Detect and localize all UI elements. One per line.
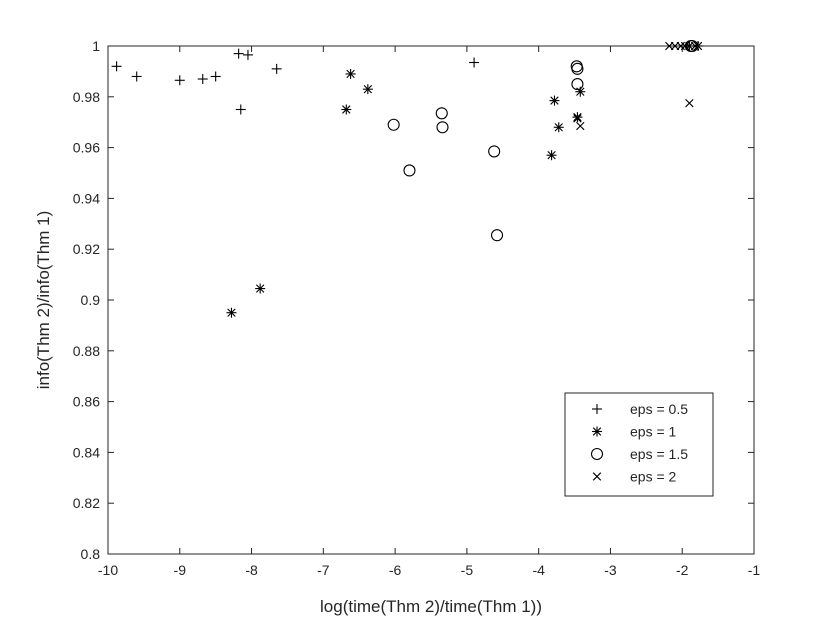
data-point <box>255 283 266 294</box>
y-tick-label: 0.8 <box>81 546 101 562</box>
legend-item: eps = 1.5 <box>590 446 688 462</box>
x-tick-label: -6 <box>389 562 402 578</box>
data-point <box>553 122 564 133</box>
y-tick-label: 0.88 <box>73 343 100 359</box>
data-point <box>210 71 221 82</box>
data-point <box>571 62 584 75</box>
x-tick-label: -4 <box>532 562 545 578</box>
legend-item: eps = 2 <box>592 469 677 485</box>
data-point <box>403 164 416 177</box>
legend-item: eps = 1 <box>592 424 677 440</box>
data-point <box>546 150 557 161</box>
axis-ticks <box>107 45 755 555</box>
data-point <box>197 74 208 85</box>
x-tick-label: -8 <box>245 562 258 578</box>
x-tick-label: -1 <box>748 562 761 578</box>
data-point <box>684 41 695 51</box>
data-point <box>341 104 352 115</box>
legend-marker <box>590 447 604 461</box>
legend-label: eps = 1.5 <box>630 446 688 462</box>
legend-label: eps = 2 <box>630 469 677 485</box>
legend-label: eps = 0.5 <box>630 401 688 417</box>
legend-box <box>564 392 714 497</box>
data-point <box>226 307 237 318</box>
legend-marker <box>592 404 602 414</box>
x-tick-label: -3 <box>604 562 617 578</box>
y-tick-label: 1 <box>92 38 100 54</box>
legend: eps = 0.5 eps = 1 eps = 1.5 eps = 2 <box>564 392 714 497</box>
data-point <box>387 118 400 131</box>
data-point <box>233 48 244 59</box>
legend-marker <box>592 426 602 437</box>
x-axis-label: log(time(Thm 2)/time(Thm 1)) <box>320 597 542 616</box>
x-tick-label: -9 <box>174 562 187 578</box>
y-tick-label: 0.98 <box>73 89 100 105</box>
y-tick-label: 0.9 <box>81 292 101 308</box>
x-tick-label: -2 <box>676 562 689 578</box>
data-point <box>271 63 282 74</box>
data-point <box>235 104 246 115</box>
data-point <box>174 75 185 86</box>
data-point <box>242 49 253 60</box>
data-point <box>436 121 449 134</box>
data-point <box>685 98 694 108</box>
data-point <box>435 107 448 120</box>
data-point <box>490 229 504 242</box>
legend-marker <box>592 472 602 481</box>
y-axis-label: info(Thm 2)/info(Thm 1) <box>34 211 53 390</box>
y-tick-label: 0.92 <box>73 241 100 257</box>
legend-label: eps = 1 <box>630 424 677 440</box>
y-tick-label: 0.96 <box>73 140 100 156</box>
data-point <box>488 145 501 158</box>
series-3 <box>573 41 700 131</box>
data-point <box>572 112 583 123</box>
y-tick-label: 0.84 <box>73 444 100 460</box>
y-tick-label: 0.82 <box>73 495 100 511</box>
data-point <box>131 71 142 82</box>
y-tick-label: 0.86 <box>73 394 100 410</box>
data-point <box>549 95 560 106</box>
data-markers <box>111 39 704 318</box>
data-point <box>573 114 582 123</box>
series-0 <box>111 48 480 115</box>
data-point <box>469 57 480 68</box>
data-point <box>345 68 356 79</box>
data-point <box>690 41 700 51</box>
data-point <box>680 41 690 51</box>
data-point <box>571 78 584 91</box>
x-tick-label: -7 <box>317 562 330 578</box>
data-point <box>686 39 699 53</box>
data-point <box>111 61 122 72</box>
x-tick-label: -10 <box>98 562 118 578</box>
data-point <box>362 84 373 95</box>
y-tick-label: 0.94 <box>73 190 100 206</box>
x-tick-label: -5 <box>461 562 474 578</box>
axis-tick-labels: -10 -9 -8 -7 -6 -5 -4 -3 -2 -1 0.8 0.82 0.84 0.86 0.88… <box>73 38 761 578</box>
legend-item: eps = 0.5 <box>592 401 688 417</box>
series-2 <box>387 39 699 242</box>
data-point <box>576 121 585 131</box>
